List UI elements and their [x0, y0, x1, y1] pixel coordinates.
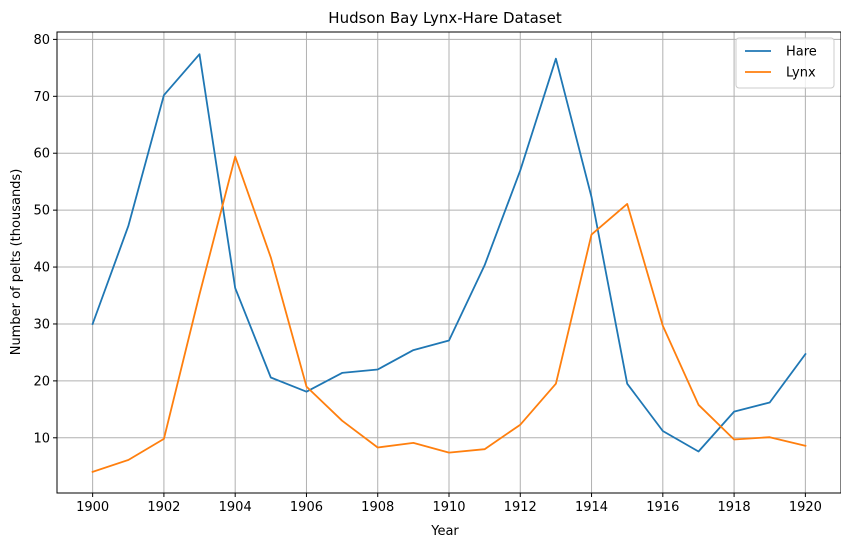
- series-group: [91, 53, 807, 474]
- legend-label-lynx: Lynx: [786, 66, 816, 81]
- y-axis: 10 20 30 40 50 60 70 80: [33, 33, 57, 446]
- y-axis-label: Number of pelts (thousands): [9, 169, 24, 356]
- y-tick-label: 80: [33, 33, 50, 48]
- y-tick-label: 40: [33, 261, 50, 276]
- x-tick-label: 1914: [575, 500, 608, 515]
- y-tick-label: 10: [33, 431, 50, 446]
- y-tick-label: 60: [33, 147, 50, 162]
- x-tick-label: 1904: [219, 500, 252, 515]
- y-tick-label: 30: [33, 317, 50, 332]
- legend-box: [735, 37, 835, 89]
- y-tick-label: 20: [33, 374, 50, 389]
- x-tick-label: 1908: [361, 500, 394, 515]
- x-axis-label: Year: [430, 524, 459, 539]
- y-tick-label: 50: [33, 204, 50, 219]
- x-tick-label: 1918: [718, 500, 751, 515]
- y-tick-label: 70: [33, 90, 50, 105]
- series-line-hare: [91, 53, 807, 453]
- x-tick-label: 1906: [290, 500, 323, 515]
- chart-title: Hudson Bay Lynx-Hare Dataset: [328, 9, 562, 27]
- series-line-lynx: [91, 155, 807, 474]
- x-tick-label: 1916: [646, 500, 679, 515]
- x-tick-label: 1920: [789, 500, 822, 515]
- x-tick-label: 1912: [504, 500, 537, 515]
- x-tick-label: 1910: [432, 500, 465, 515]
- x-tick-label: 1900: [76, 500, 109, 515]
- grid: [57, 32, 841, 493]
- legend: Hare Lynx: [735, 37, 835, 89]
- x-tick-label: 1902: [147, 500, 180, 515]
- x-axis: 1900 1902 1904 1906 1908 1910 1912 1914 1916 1918…: [76, 493, 822, 515]
- legend-label-hare: Hare: [786, 45, 817, 60]
